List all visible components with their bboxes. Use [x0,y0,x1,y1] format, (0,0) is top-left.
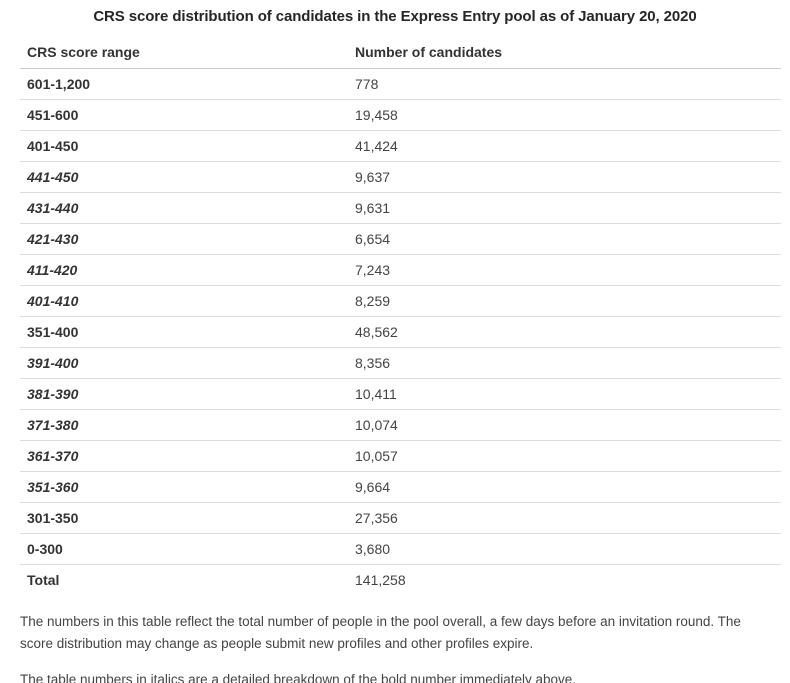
table-row: 391-400 8,356 [20,347,781,379]
candidates-cell: 19,458 [348,99,781,131]
table-row: 361-370 10,057 [20,440,781,472]
note-italics-explanation: The table numbers in italics are a detai… [20,672,577,683]
candidates-cell: 9,637 [348,161,781,193]
total-label-cell: Total [27,572,60,588]
table-row: 301-350 27,356 [20,502,781,534]
candidates-cell: 10,074 [348,409,781,441]
table-row: 351-360 9,664 [20,471,781,503]
column-header-score-range: CRS score range [20,37,348,69]
table-row: 371-380 10,074 [20,409,781,441]
candidates-cell: 778 [348,68,781,100]
table-row: 431-440 9,631 [20,192,781,224]
table-row: 451-600 19,458 [20,99,781,131]
table-row: 0-300 3,680 [20,533,781,565]
table-row: 381-390 10,411 [20,378,781,410]
column-header-candidates: Number of candidates [348,37,781,69]
score-range-cell: 371-380 [20,409,348,441]
score-range-cell: 351-400 [20,316,348,348]
candidates-cell: 7,243 [348,254,781,286]
score-range-cell: 421-430 [20,223,348,255]
candidates-cell: 10,057 [348,440,781,472]
score-range-cell: 301-350 [20,502,348,534]
candidates-cell: 27,356 [348,502,781,534]
score-range-cell: 351-360 [20,471,348,503]
page-title: CRS score distribution of candidates in … [93,8,697,25]
score-range-cell: 441-450 [20,161,348,193]
note-pool-overview: The numbers in this table reflect the to… [20,614,741,651]
candidates-cell: 8,259 [348,285,781,317]
candidates-cell: 8,356 [348,347,781,379]
score-range-cell: 411-420 [20,254,348,286]
candidates-cell: 41,424 [348,130,781,162]
candidates-cell: 9,664 [348,471,781,503]
candidates-cell: 48,562 [348,316,781,348]
table-total-row: Total 141,258 [20,565,781,596]
score-range-cell: 601-1,200 [20,68,348,100]
candidates-cell: 3,680 [348,533,781,565]
score-range-cell: 451-600 [20,99,348,131]
score-range-cell: 431-440 [20,192,348,224]
table-row: 441-450 9,637 [20,161,781,193]
table-row: 351-400 48,562 [20,316,781,348]
candidates-cell: 6,654 [348,223,781,255]
candidates-cell: 9,631 [348,192,781,224]
table-row: 411-420 7,243 [20,254,781,286]
score-range-cell: 0-300 [20,533,348,565]
score-range-cell: 381-390 [20,378,348,410]
candidates-cell: 10,411 [348,378,781,410]
score-range-cell: 361-370 [20,440,348,472]
table-header-row: CRS score range Number of candidates [20,37,781,69]
table-row: 421-430 6,654 [20,223,781,255]
score-range-cell: 401-410 [20,285,348,317]
crs-score-table: CRS score range Number of candidates 601… [20,37,781,595]
table-row: 401-410 8,259 [20,285,781,317]
score-range-cell: 401-450 [20,130,348,162]
table-row: 601-1,200 778 [20,68,781,100]
table-row: 401-450 41,424 [20,130,781,162]
score-range-cell: 391-400 [20,347,348,379]
total-value-cell: 141,258 [355,572,406,588]
